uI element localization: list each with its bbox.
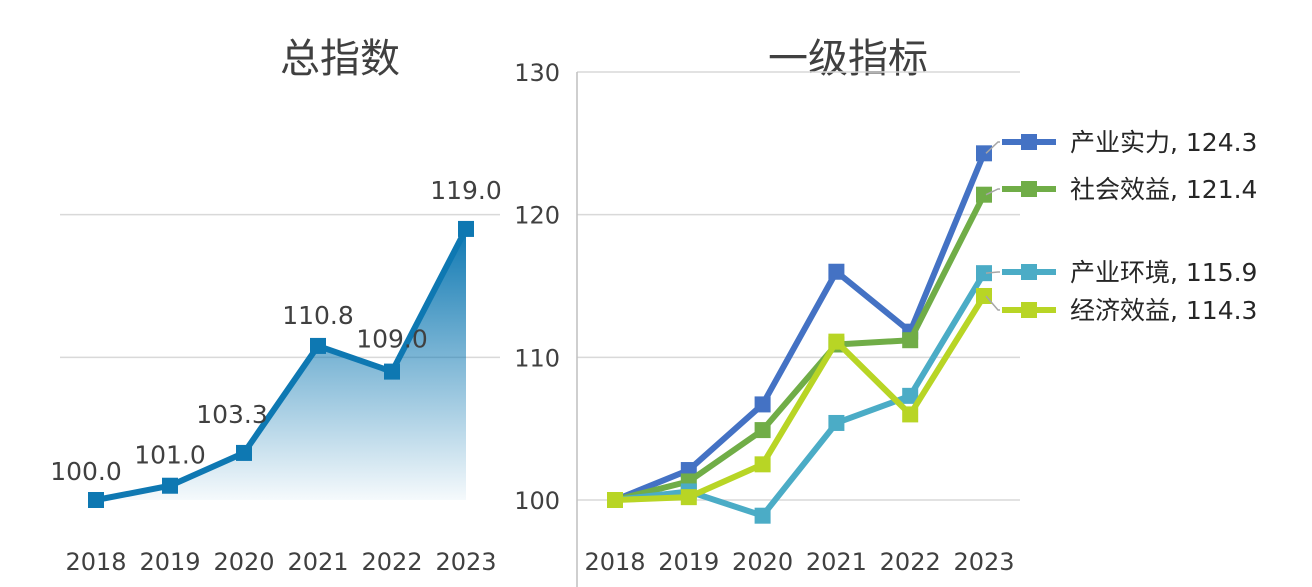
- series-point-社会效益: [754, 422, 771, 439]
- legend-label-产业实力: 产业实力, 124.3: [1070, 128, 1257, 157]
- total-index-data-label: 103.3: [196, 400, 268, 429]
- series-point-经济效益: [828, 333, 845, 350]
- total-index-point: [310, 337, 326, 354]
- left-x-tick-label: 2018: [65, 548, 126, 576]
- legend-leader-社会效益: [985, 188, 1000, 196]
- legend-swatch-marker-经济效益: [1021, 302, 1037, 318]
- right-x-tick-label: 2019: [658, 548, 719, 576]
- series-line-产业环境: [614, 271, 987, 519]
- right-y-tick-label: 100: [514, 487, 560, 515]
- total-index-point: [458, 220, 474, 237]
- left-x-tick-label: 2020: [213, 548, 274, 576]
- series-point-产业环境: [902, 387, 919, 404]
- first-level-indicators-chart: 一级指标 100 110 120 130 2018 2019 2020 2021 2022 20…: [514, 36, 1257, 587]
- series-point-社会效益: [902, 332, 919, 349]
- series-point-产业实力: [828, 263, 845, 280]
- series-point-经济效益: [902, 406, 919, 423]
- series-point-产业环境: [976, 265, 992, 282]
- right-x-tick-label: 2018: [584, 548, 645, 576]
- series-line-经济效益: [614, 294, 987, 503]
- legend-swatch-marker-产业实力: [1021, 134, 1037, 150]
- total-index-area: [96, 228, 466, 500]
- legend-label-社会效益: 社会效益, 121.4: [1070, 175, 1257, 204]
- series-point-经济效益: [754, 456, 771, 473]
- right-chart-title: 一级指标: [768, 36, 928, 82]
- total-index-point: [236, 444, 252, 461]
- total-index-data-label: 110.8: [282, 301, 354, 330]
- left-x-tick-label: 2023: [435, 548, 496, 576]
- series-point-经济效益: [680, 489, 697, 506]
- series-line-社会效益: [614, 193, 987, 503]
- series-point-产业环境: [754, 507, 771, 524]
- legend-swatch-marker-产业环境: [1021, 264, 1037, 280]
- total-index-data-label: 100.0: [50, 457, 122, 486]
- series-point-产业实力: [754, 396, 771, 413]
- legend-swatch-marker-社会效益: [1021, 181, 1037, 197]
- total-index-point: [384, 363, 400, 380]
- right-x-tick-label: 2023: [953, 548, 1014, 576]
- total-index-data-label: 101.0: [134, 441, 206, 470]
- right-x-tick-label: 2020: [732, 548, 793, 576]
- right-x-tick-label: 2022: [880, 548, 941, 576]
- left-x-tick-label: 2021: [287, 548, 348, 576]
- series-point-社会效益: [976, 186, 992, 203]
- legend-leader-产业环境: [985, 271, 1000, 274]
- right-x-tick-label: 2021: [806, 548, 867, 576]
- right-y-tick-label: 110: [514, 344, 560, 372]
- legend-leader-经济效益: [985, 295, 1000, 311]
- legend-leader-产业实力: [985, 141, 1000, 154]
- total-index-data-label: 109.0: [356, 325, 428, 354]
- legend-label-产业环境: 产业环境, 115.9: [1070, 258, 1257, 287]
- left-x-tick-label: 2022: [361, 548, 422, 576]
- series-point-经济效益: [976, 287, 992, 304]
- left-x-tick-label: 2019: [139, 548, 200, 576]
- total-index-data-label: 119.0: [430, 176, 502, 205]
- legend-label-经济效益: 经济效益, 114.3: [1070, 296, 1257, 325]
- total-index-point: [88, 492, 104, 508]
- right-y-tick-label: 130: [514, 59, 560, 87]
- right-y-tick-label: 120: [514, 202, 560, 230]
- series-point-经济效益: [607, 492, 623, 508]
- series-line-产业实力: [613, 152, 987, 503]
- total-index-line: [95, 227, 469, 503]
- left-chart-title: 总指数: [280, 36, 400, 82]
- series-point-产业实力: [976, 145, 992, 162]
- total-index-point: [162, 477, 178, 494]
- series-point-产业环境: [828, 414, 845, 431]
